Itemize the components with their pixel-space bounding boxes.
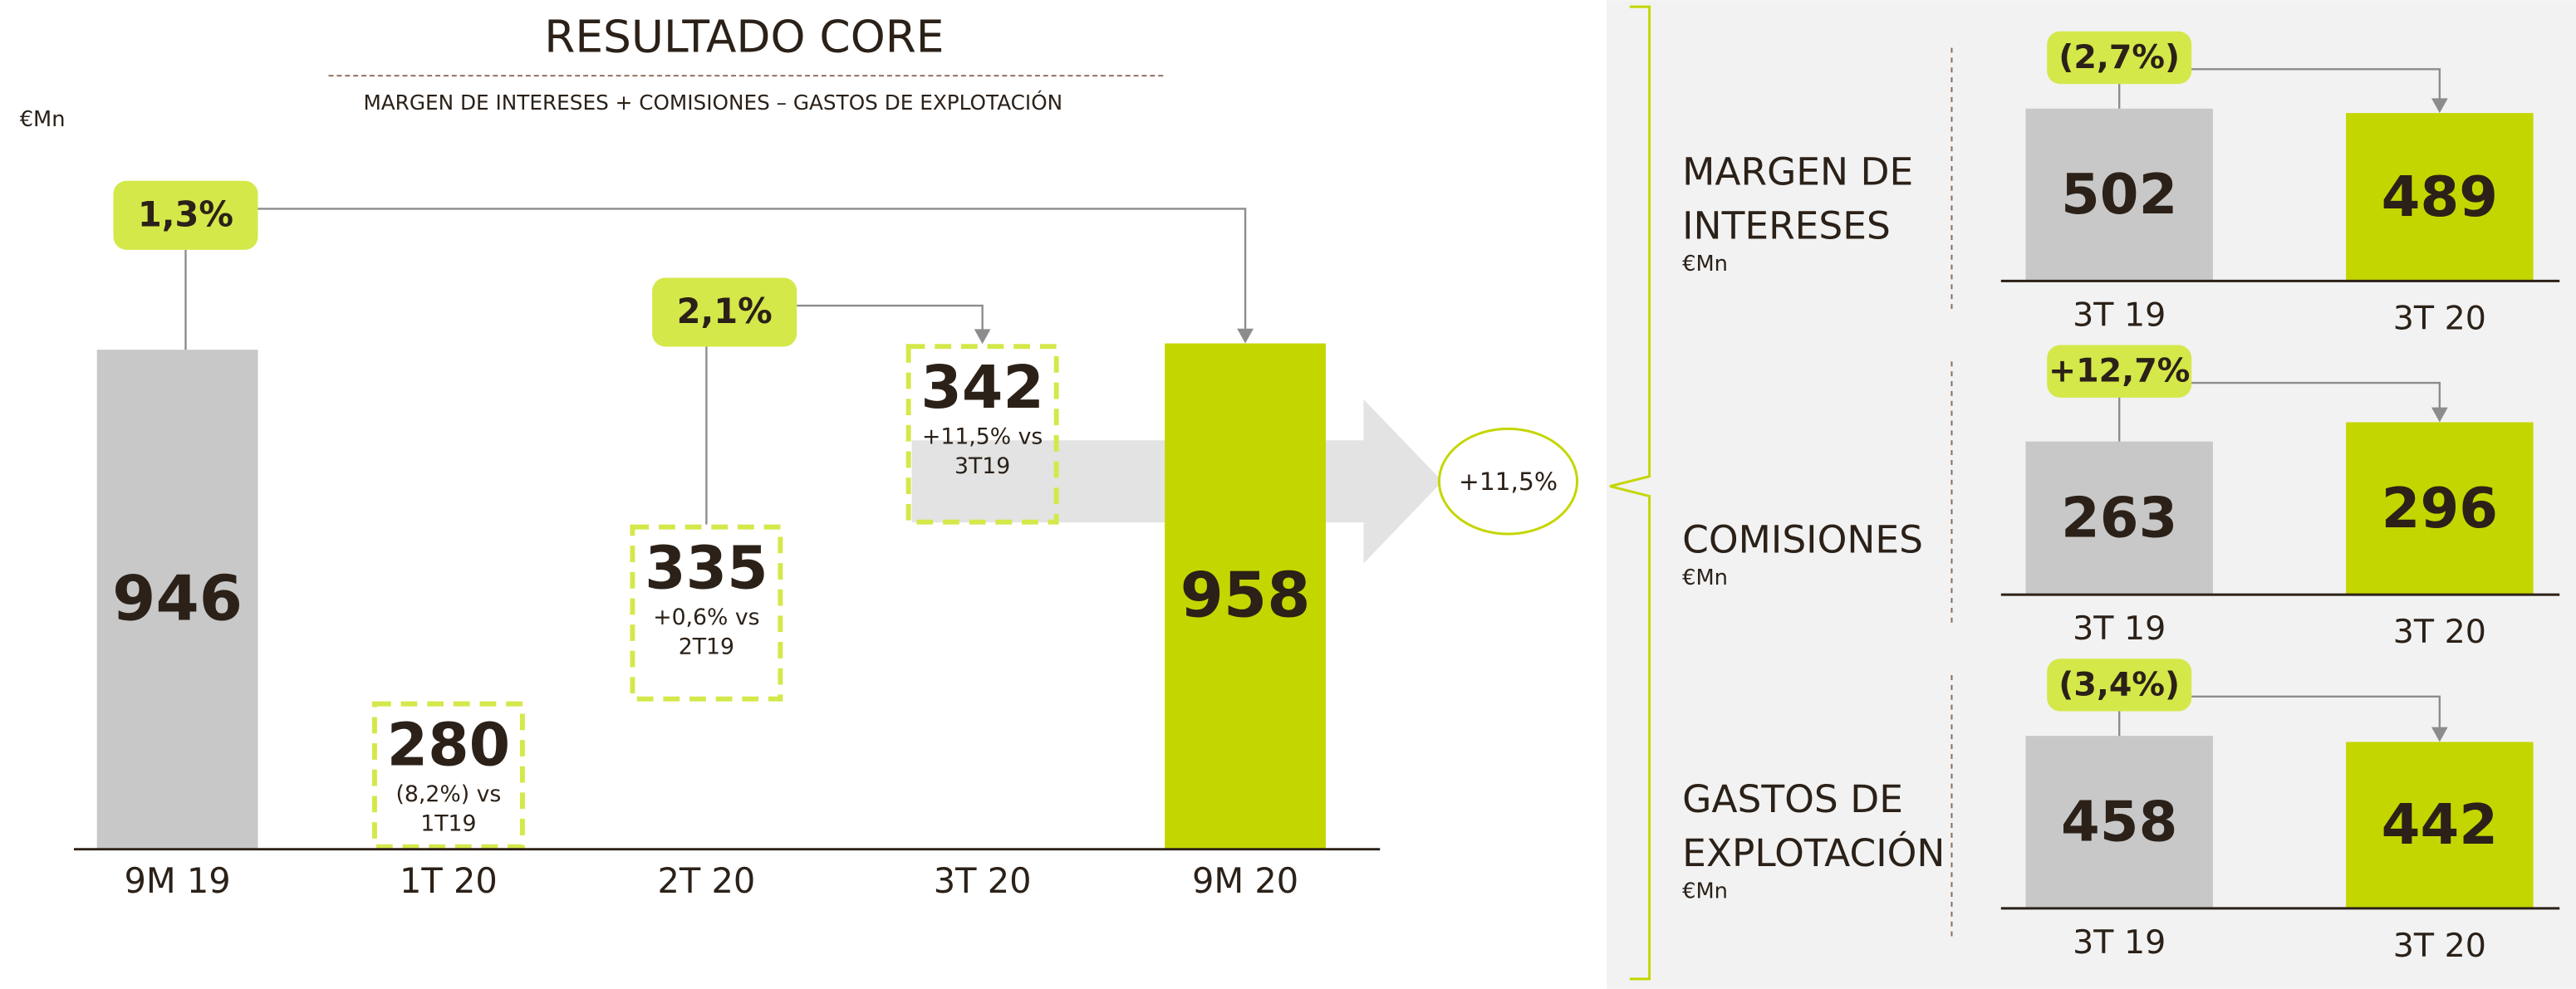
x-tick-label: 3T 19: [2073, 610, 2166, 648]
value-label: 958: [1180, 559, 1311, 632]
x-tick-label: 3T 20: [934, 860, 1032, 901]
change-badge: [113, 180, 258, 250]
x-tick-label: 3T 20: [2393, 613, 2486, 651]
value-label: 502: [2061, 162, 2177, 227]
unit-label: €Mn: [1682, 252, 1728, 277]
value-label: 442: [2382, 792, 2498, 857]
arrow-head: [1237, 328, 1254, 344]
value-label: 335: [645, 534, 768, 603]
connector: [797, 304, 984, 341]
bar: [2025, 441, 2213, 595]
value-label: 342: [920, 353, 1044, 422]
bar: [2025, 108, 2213, 282]
change-label: (3,4%): [2058, 665, 2180, 703]
value-note: (8,2%) vs: [396, 781, 502, 807]
bar: [2346, 113, 2534, 282]
panel-title: MARGEN DE: [1682, 149, 1913, 193]
change-label: +12,7%: [2049, 352, 2190, 390]
stacked-box: [905, 344, 1059, 525]
x-tick-label: 3T 20: [2393, 927, 2486, 965]
arrow-head: [2431, 98, 2448, 114]
growth-ellipse: [1437, 427, 1579, 536]
value-note: +0,6% vs: [653, 605, 759, 630]
change-badge: [2047, 659, 2192, 712]
bar: [1165, 343, 1326, 849]
value-label: 263: [2061, 485, 2177, 550]
change-badge: [2047, 31, 2192, 85]
change-label: (2,7%): [2058, 38, 2180, 76]
arrow-head: [2431, 407, 2448, 423]
stacked-box: [630, 524, 783, 702]
change-badge: [2047, 345, 2192, 398]
connector: [2185, 381, 2441, 419]
arrow-head: [2431, 727, 2448, 742]
x-tick-label: 1T 20: [400, 860, 498, 901]
value-note: 1T19: [420, 810, 476, 836]
connector: [258, 208, 1247, 340]
bracket: [1609, 5, 1651, 981]
panel-title: INTERESES: [1682, 204, 1891, 248]
change-label: 2,1%: [677, 291, 773, 331]
value-label: 296: [2382, 476, 2498, 541]
x-tick-label: 2T 20: [658, 860, 756, 901]
x-tick-label: 9M 20: [1192, 860, 1298, 901]
arrow-head: [974, 329, 991, 345]
chart-title: RESULTADO CORE: [544, 10, 944, 62]
connector: [2185, 68, 2441, 110]
x-tick-label: 3T 20: [2393, 299, 2486, 337]
subtitle: MARGEN DE INTERESES + COMISIONES – GASTO…: [363, 90, 1062, 115]
bar: [96, 350, 258, 849]
value-note: +11,5% vs: [922, 424, 1043, 449]
change-label: 1,3%: [138, 193, 233, 234]
unit-label: €Mn: [1682, 879, 1728, 904]
x-tick-label: 9M 19: [124, 860, 230, 901]
panel-title: COMISIONES: [1682, 517, 1923, 561]
value-label: 946: [112, 561, 243, 634]
value-label: 489: [2382, 164, 2498, 229]
connector: [2185, 695, 2441, 739]
growth-label: +11,5%: [1459, 467, 1558, 496]
panel-title: EXPLOTACIÓN: [1682, 830, 1945, 875]
x-tick-label: 3T 19: [2073, 923, 2166, 962]
value-note: 3T19: [954, 453, 1010, 479]
unit-label: €Mn: [20, 107, 66, 132]
change-badge: [652, 277, 797, 347]
value-label: 280: [387, 711, 511, 780]
unit-label: €Mn: [1682, 565, 1728, 590]
x-tick-label: 3T 19: [2073, 296, 2166, 334]
bar: [2025, 736, 2213, 908]
value-note: 2T19: [679, 634, 734, 659]
panel-title: GASTOS DE: [1682, 777, 1903, 821]
stacked-box: [371, 701, 525, 849]
bar: [2346, 422, 2534, 595]
bar: [2346, 742, 2534, 908]
value-label: 458: [2061, 790, 2177, 854]
